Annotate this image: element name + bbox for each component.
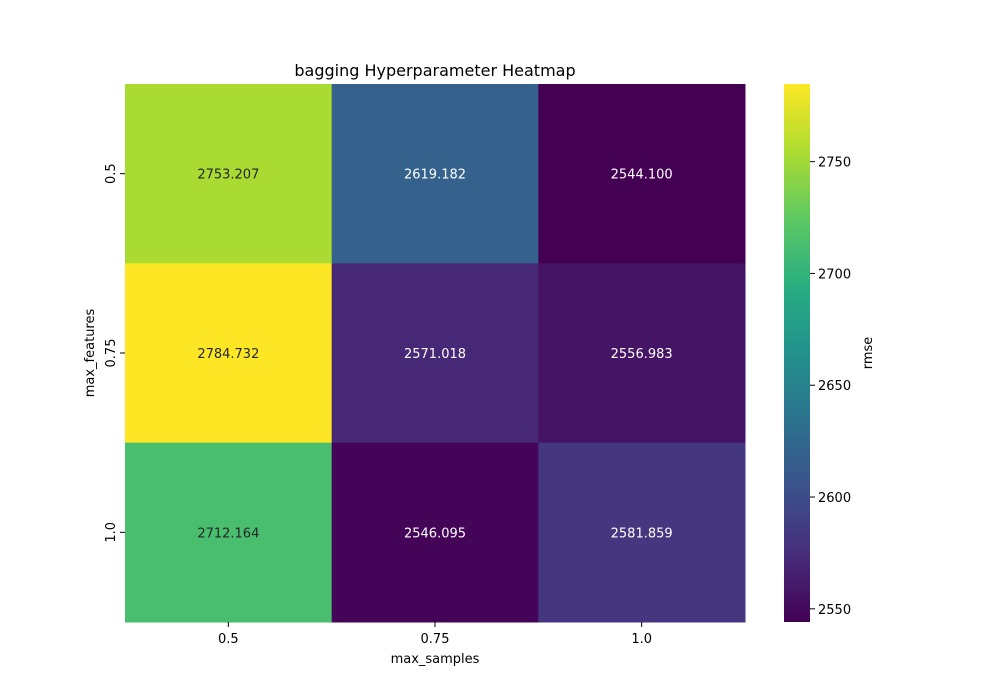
- heatmap-cell: [538, 442, 746, 623]
- y-tick-label: 1.0: [104, 522, 119, 543]
- cell-value-label: 2784.732: [197, 347, 259, 362]
- heatmap-cell: [538, 263, 746, 444]
- x-tick-label: 0.5: [218, 632, 239, 647]
- cell-value-label: 2753.207: [197, 168, 259, 183]
- y-axis-label: max_features: [83, 309, 98, 398]
- colorbar-tick-label: 2700: [818, 267, 851, 282]
- y-tick-label: 0.5: [104, 163, 119, 184]
- chart-title: bagging Hyperparameter Heatmap: [294, 61, 575, 80]
- heatmap-cell: [331, 442, 539, 623]
- heatmap-cell: [125, 263, 333, 444]
- heatmap-cell: [538, 84, 746, 264]
- heatmap-cell: [331, 263, 539, 444]
- colorbar-label: rmse: [861, 337, 876, 370]
- heatmap-cell: [125, 84, 333, 264]
- cell-value-label: 2581.859: [611, 526, 673, 541]
- heatmap-cells: 2753.207 2619.182 2544.100 2784.732 2571.018…: [125, 84, 746, 623]
- x-tick-label: 0.75: [421, 632, 450, 647]
- x-tick-label: 1.0: [631, 632, 652, 647]
- heatmap-cell: [331, 84, 539, 264]
- cell-value-label: 2619.182: [404, 168, 466, 183]
- colorbar-tick-label: 2650: [818, 379, 851, 394]
- cell-value-label: 2544.100: [611, 168, 673, 183]
- colorbar-tick-label: 2600: [818, 491, 851, 506]
- cell-value-label: 2546.095: [404, 526, 466, 541]
- colorbar-gradient: [784, 84, 810, 622]
- y-axis-ticks: 0.5 0.75 1.0: [104, 163, 125, 543]
- colorbar-ticks: 2550 2600 2650 2700 2750: [810, 156, 851, 618]
- heatmap-cell: [125, 442, 333, 623]
- x-axis-label: max_samples: [391, 652, 480, 667]
- colorbar-tick-label: 2550: [818, 603, 851, 618]
- cell-value-label: 2571.018: [404, 347, 466, 362]
- cell-value-label: 2556.983: [611, 347, 673, 362]
- y-tick-label: 0.75: [104, 339, 119, 368]
- colorbar-tick-label: 2750: [818, 156, 851, 171]
- x-axis-ticks: 0.5 0.75 1.0: [218, 622, 652, 647]
- cell-value-label: 2712.164: [197, 526, 259, 541]
- colorbar: 2550 2600 2650 2700 2750 rmse: [784, 84, 876, 622]
